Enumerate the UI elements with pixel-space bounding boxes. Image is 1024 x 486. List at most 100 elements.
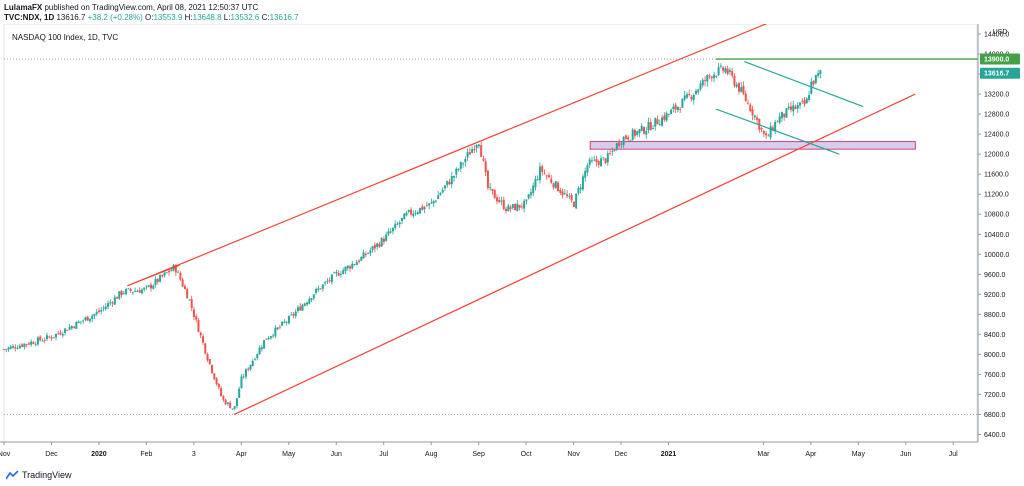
candle-body [769,126,772,138]
candle-body [45,335,48,340]
candle-body [358,260,361,262]
time-tick-label: Sep [472,451,485,458]
price-chart[interactable]: USD 6400.0 6800.0 7200.0 7600.0 8000.0 8400.0 8… [0,24,1024,466]
candle-body [147,285,150,287]
candle-body [342,270,345,275]
candle-body [292,313,295,316]
candle-body [557,182,560,192]
candle-body [161,274,164,277]
time-tick-label: 2021 [661,451,677,458]
candle-body [394,223,397,229]
candle-body [84,317,87,321]
candle-body [367,252,370,254]
time-tick-label: Oct [521,451,532,458]
candle-body [328,280,331,281]
candle-body [661,117,664,126]
price-tick-label: 9600.0 [984,272,1006,279]
candle-body [66,329,69,331]
candle-body [163,272,166,276]
candle-body [697,89,700,93]
candle-body [742,85,745,94]
candle-body [389,231,392,233]
candle-body [774,122,777,132]
price-tick-label: 7600.0 [984,372,1006,379]
candle-body [315,288,318,294]
candle-body [183,285,186,290]
candle-body [3,349,5,351]
candle-body [527,194,530,199]
candle-body [220,388,223,397]
candle-body [434,200,437,202]
price-tick-label: 8800.0 [984,312,1006,319]
candle-body [525,199,528,201]
price-tick-label: 12400.0 [984,132,1009,139]
candle-body [597,161,600,166]
candle-body [403,213,406,220]
candle-body [645,131,648,135]
candle-body [59,332,62,335]
candle-body [206,354,209,361]
candle-body [287,316,290,324]
candle-body [606,153,609,163]
candle-body [165,272,168,274]
time-tick-label: Mar [757,451,770,458]
candle-body [663,115,666,120]
candle-body [294,311,297,317]
candle-body [188,299,191,301]
price-tick-label: 10000.0 [984,252,1009,259]
candle-body [735,84,738,87]
candle-body [247,368,250,370]
open-value: 13553.9 [153,13,183,22]
open-label: O: [145,13,154,22]
time-tick-label: Apr [236,451,248,458]
candle-body [570,194,573,201]
candle-body [561,191,564,196]
candle-body [462,163,465,165]
currency-label: USD [993,29,1008,36]
price-tick-label: 13200.0 [984,92,1009,99]
candle-body [64,328,67,333]
candle-body [590,160,593,162]
candle-body [199,332,202,336]
candle-body [713,74,716,79]
candle-body [407,209,410,212]
candle-body [382,238,385,242]
candle-body [629,139,632,141]
candle-body [412,213,415,217]
candle-body [208,359,211,365]
candle-body [145,286,148,288]
candle-body [113,297,116,305]
price-tick-label: 14400.0 [984,32,1009,39]
candle-body [170,269,173,272]
price-tick-label: 9200.0 [984,292,1006,299]
candle-body [102,307,105,309]
footer: TradingView [6,470,72,480]
candle-body [753,115,756,118]
price-tick-label: 8400.0 [984,332,1006,339]
candle-body [312,294,315,299]
candle-body [701,79,704,86]
candle-body [493,189,496,199]
candle-body [536,178,539,180]
candle-body [676,106,679,111]
candle-body [324,282,327,284]
candle-body [622,137,625,146]
candle-body [747,102,750,104]
candle-body [566,194,569,197]
candle-body [511,204,514,208]
candle-body [450,176,453,185]
candle-body [36,337,39,345]
candle-body [195,316,198,320]
candle-body [330,274,333,283]
candle-body [249,364,252,370]
candle-body [602,157,605,159]
candle-body [486,170,489,188]
candle-body [575,193,578,209]
price-tick-label: 7200.0 [984,392,1006,399]
tradingview-logo-icon [6,470,19,479]
candle-body [498,199,501,203]
candle-body [152,285,155,289]
candle-body [631,129,634,140]
candle-body [371,246,374,250]
candle-body [441,189,444,193]
